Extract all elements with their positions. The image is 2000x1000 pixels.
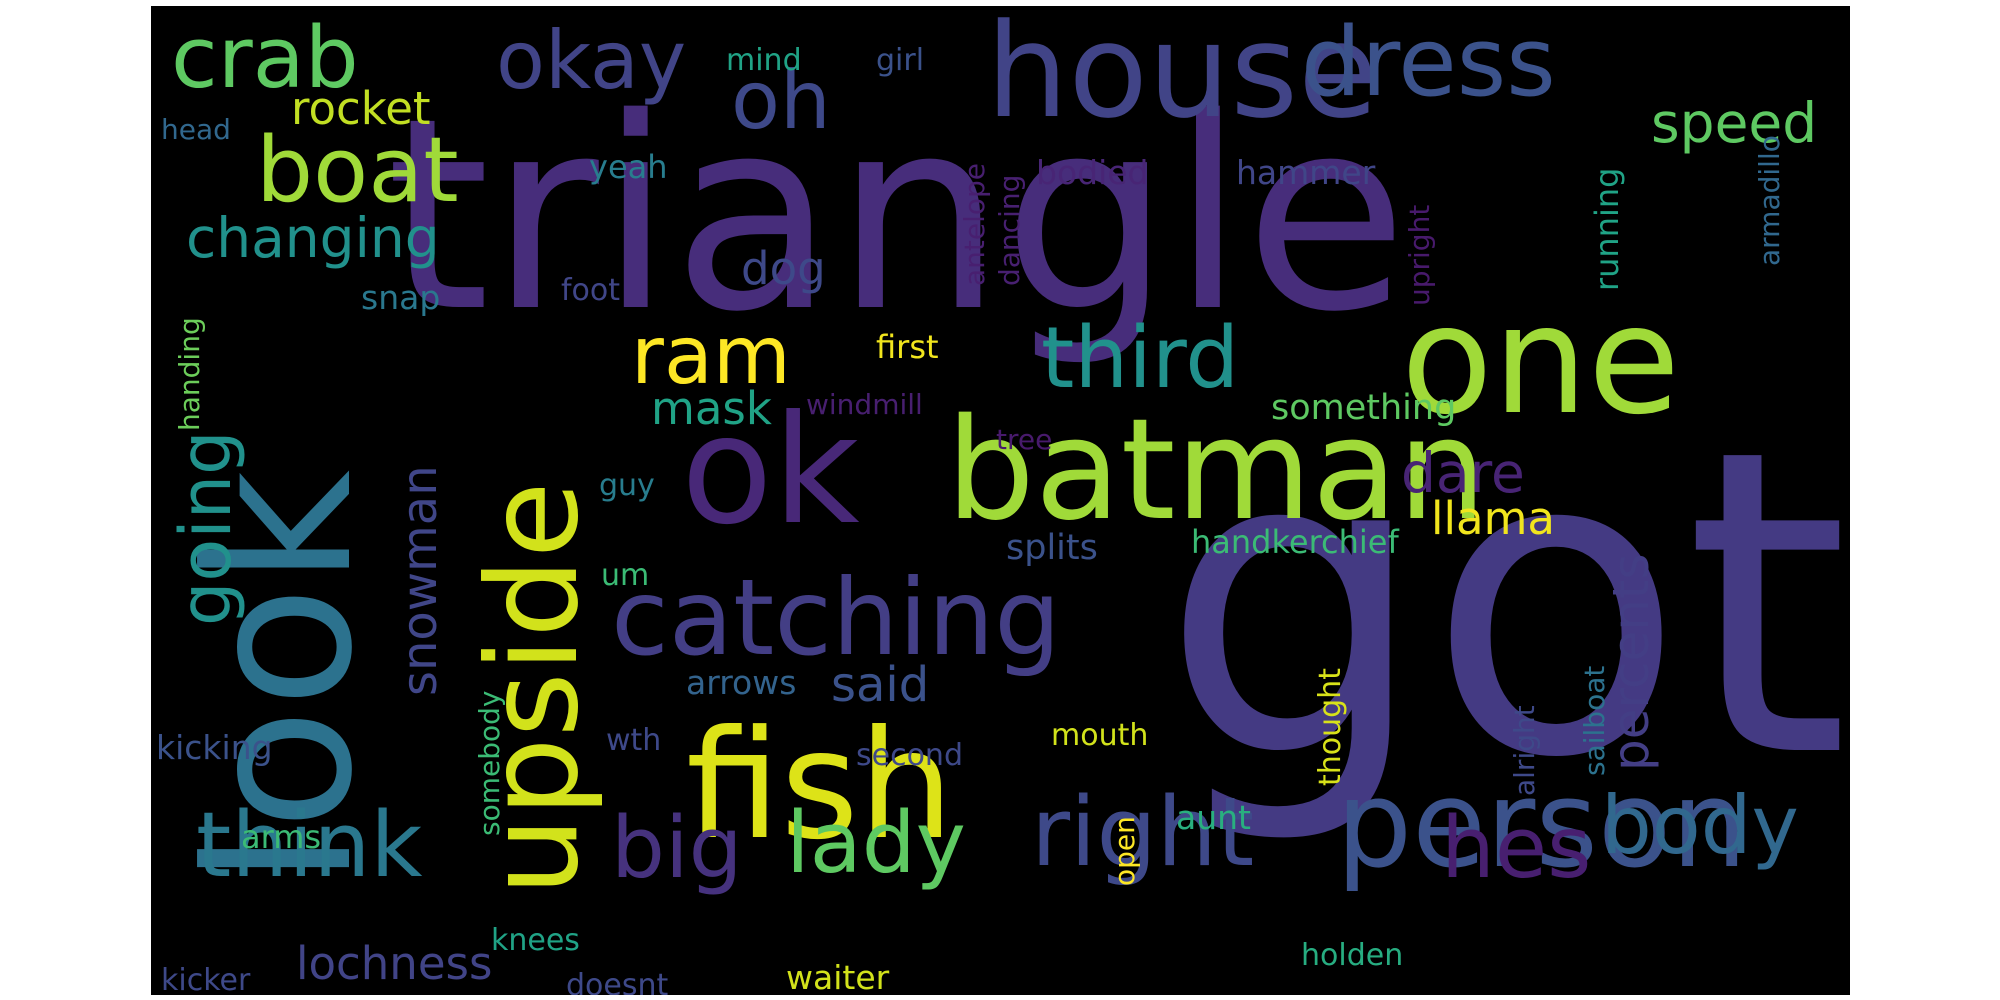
word-dancing: dancing — [993, 174, 1026, 286]
word-um: um — [601, 558, 650, 593]
word-handing: handing — [173, 317, 206, 431]
word-dare: dare — [1401, 441, 1525, 505]
word-foot: foot — [561, 273, 621, 308]
word-aunt: aunt — [1176, 798, 1251, 837]
word-mask: mask — [651, 382, 772, 435]
word-antelope: antelope — [958, 162, 991, 286]
word-something: something — [1271, 388, 1457, 428]
word-ram: ram — [631, 309, 791, 402]
word-one: one — [1401, 274, 1681, 448]
word-right: right — [1031, 778, 1255, 888]
word-third: third — [1041, 309, 1240, 408]
word-upright: upright — [1403, 204, 1436, 306]
word-snap: snap — [361, 278, 441, 317]
word-ok: ok — [681, 384, 860, 558]
word-holden: holden — [1301, 938, 1404, 973]
word-sailboat: sailboat — [1578, 665, 1611, 776]
word-body: body — [1601, 779, 1799, 872]
word-llama: llama — [1431, 492, 1555, 545]
word-oh: oh — [731, 54, 831, 147]
word-bodied: bodied — [1036, 153, 1149, 192]
word-think: think — [196, 793, 423, 898]
word-boat: boat — [256, 118, 459, 223]
word-waiter: waiter — [786, 958, 890, 995]
word-lochness: lochness — [296, 937, 493, 990]
word-snowman: snowman — [392, 465, 448, 696]
word-tree: tree — [996, 423, 1053, 456]
word-armadillo: armadillo — [1753, 135, 1786, 266]
word-catching: catching — [611, 557, 1061, 679]
word-lady: lady — [786, 794, 966, 893]
word-batman: batman — [946, 389, 1487, 552]
word-second: second — [856, 738, 963, 773]
word-dress: dress — [1301, 8, 1556, 118]
word-yeah: yeah — [589, 148, 668, 186]
word-crab: crab — [171, 9, 359, 108]
word-fish: fish — [686, 699, 954, 873]
word-thought: thought — [1313, 668, 1348, 786]
word-okay: okay — [496, 14, 687, 107]
word-splits: splits — [1006, 528, 1098, 568]
word-arrows: arrows — [686, 663, 797, 702]
word-head: head — [161, 113, 231, 146]
word-hes: hes — [1441, 799, 1592, 898]
word-girl: girl — [876, 43, 925, 78]
word-person: person — [1336, 756, 1748, 895]
word-said: said — [831, 657, 930, 713]
word-open: open — [1108, 816, 1141, 886]
word-got: got — [1161, 361, 1850, 850]
word-mouth: mouth — [1051, 718, 1149, 753]
word-somebody: somebody — [473, 690, 506, 836]
word-percents: percents — [1602, 553, 1660, 771]
word-rocket: rocket — [291, 82, 431, 135]
word-cloud: triangle got look house ok upside one batman fis… — [151, 6, 1850, 995]
word-running: running — [1588, 167, 1626, 291]
word-doesnt: doesnt — [566, 968, 669, 996]
word-knees: knees — [491, 923, 580, 958]
word-speed: speed — [1651, 91, 1818, 155]
word-mind: mind — [726, 43, 802, 78]
word-changing: changing — [186, 206, 440, 270]
word-guy: guy — [599, 468, 655, 503]
word-arms: arms — [241, 818, 322, 856]
word-kicker: kicker — [161, 963, 251, 996]
word-triangle: triangle — [386, 62, 1408, 370]
word-windmill: windmill — [806, 388, 923, 421]
word-dog: dog — [741, 242, 826, 295]
word-house: house — [986, 6, 1379, 147]
word-alright: alright — [1508, 705, 1541, 796]
word-big: big — [611, 799, 743, 898]
word-going: going — [165, 430, 247, 626]
word-handkerchief: handkerchief — [1191, 523, 1399, 561]
word-hammer: hammer — [1236, 153, 1376, 192]
word-wth: wth — [606, 723, 662, 758]
word-kicking: kicking — [156, 728, 273, 767]
word-first: first — [876, 328, 939, 366]
